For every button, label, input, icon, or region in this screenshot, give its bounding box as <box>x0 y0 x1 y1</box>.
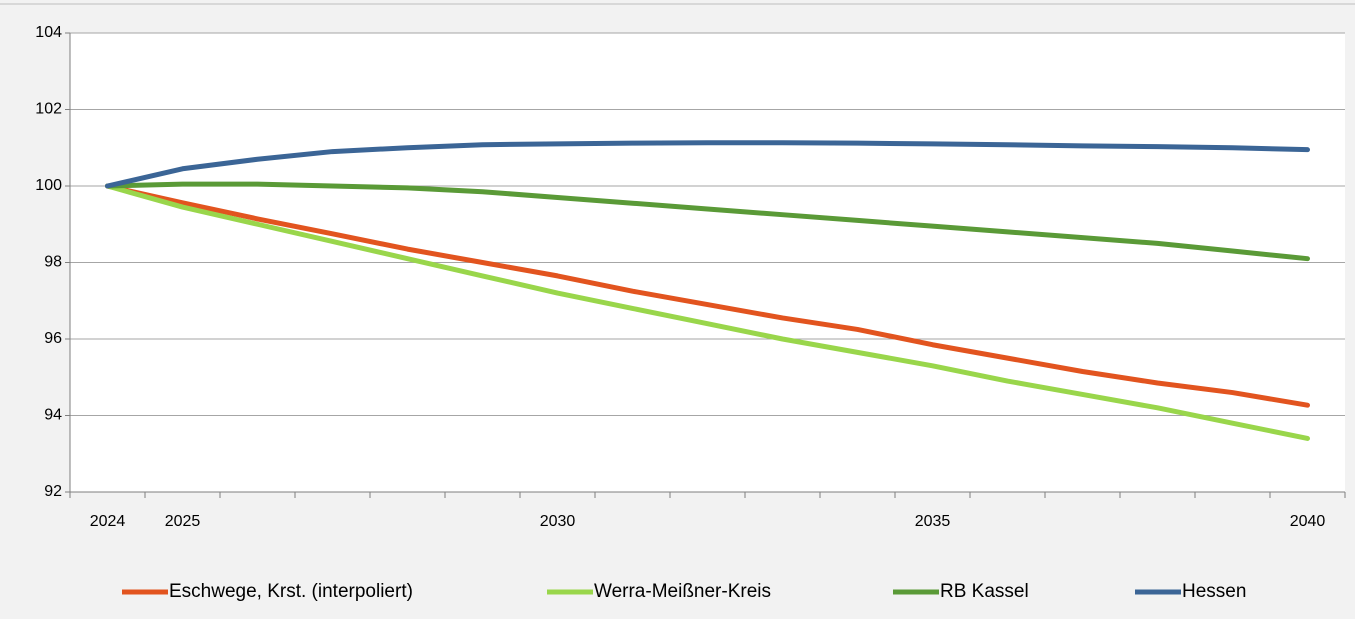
series-line <box>105 140 1310 189</box>
series-line <box>105 183 1310 408</box>
x-tick-label: 2035 <box>915 513 951 530</box>
x-tick-label: 2030 <box>540 513 576 530</box>
legend-label: Hessen <box>1182 581 1246 602</box>
legend-label: Eschwege, Krst. (interpoliert) <box>169 581 413 602</box>
series-line <box>105 181 1310 262</box>
y-tick-label: 100 <box>35 177 62 194</box>
y-tick-label: 104 <box>35 24 62 41</box>
y-tick-label: 102 <box>35 101 62 118</box>
legend-label: RB Kassel <box>940 581 1029 602</box>
legend-label: Werra-Meißner-Kreis <box>594 581 771 602</box>
y-tick-label: 94 <box>44 407 62 424</box>
y-tick-label: 92 <box>44 483 62 500</box>
x-tick-label: 2040 <box>1290 513 1326 530</box>
y-tick-label: 96 <box>44 330 62 347</box>
series-line <box>105 183 1310 441</box>
y-tick-label: 98 <box>44 254 62 271</box>
x-tick-label: 2025 <box>165 513 201 530</box>
x-tick-label: 2024 <box>90 513 126 530</box>
